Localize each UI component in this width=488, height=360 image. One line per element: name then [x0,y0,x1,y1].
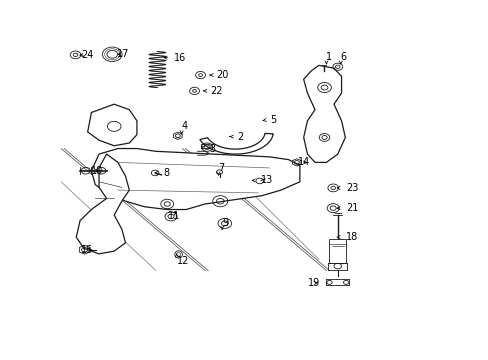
Text: 19: 19 [307,278,319,288]
Polygon shape [91,149,299,210]
Text: 22: 22 [210,86,222,96]
Text: 12: 12 [176,256,189,266]
Text: 11: 11 [168,211,180,221]
Bar [329,239,346,263]
Text: 20: 20 [216,70,228,80]
Text: 10: 10 [90,166,103,176]
Text: 15: 15 [81,245,93,255]
Text: 17: 17 [117,49,129,59]
Text: 3: 3 [208,144,215,153]
Polygon shape [87,104,137,146]
Text: 2: 2 [237,132,243,141]
Text: 6: 6 [340,51,346,62]
Polygon shape [76,154,129,254]
Text: 21: 21 [346,203,358,213]
Text: 23: 23 [346,183,358,193]
Text: 8: 8 [163,168,169,178]
Text: 18: 18 [346,232,358,242]
Text: 13: 13 [260,175,272,185]
Text: 9: 9 [222,218,228,228]
Text: 14: 14 [297,157,309,167]
Text: 24: 24 [81,50,93,60]
Text: 4: 4 [181,121,187,131]
Text: 16: 16 [174,53,186,63]
Text: 5: 5 [270,115,276,125]
Polygon shape [200,134,273,154]
Text: 7: 7 [218,163,224,174]
Text: 1: 1 [326,51,332,62]
Polygon shape [303,66,345,162]
